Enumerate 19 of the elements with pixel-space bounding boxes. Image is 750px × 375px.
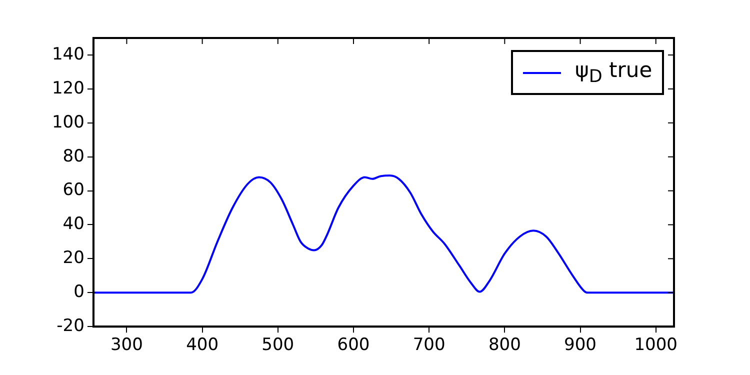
x-tick-label: 600	[337, 335, 370, 356]
y-tick-label: 60	[62, 180, 84, 200]
x-tick-label: 900	[564, 335, 596, 356]
y-tick-label: 100	[52, 112, 84, 132]
y-tick-label: 80	[62, 146, 84, 166]
x-tick-label: 700	[412, 335, 446, 356]
y-tick-label: 0	[74, 282, 84, 302]
y-tick-label: 40	[62, 214, 84, 234]
x-tick-label: 300	[110, 335, 143, 356]
x-tick-label: 1000	[634, 335, 678, 356]
x-tick-label: 500	[262, 335, 294, 356]
y-tick-label: 20	[62, 248, 84, 268]
line-series	[93, 174, 674, 294]
y-tick-label: 120	[52, 78, 84, 98]
x-tick-label: 800	[488, 335, 521, 356]
x-tick-label: 400	[186, 335, 219, 356]
legend-label: ψ$_{D}$ true	[575, 58, 652, 88]
y-tick-label: -20	[56, 316, 84, 336]
y-tick-label: 140	[52, 44, 84, 64]
